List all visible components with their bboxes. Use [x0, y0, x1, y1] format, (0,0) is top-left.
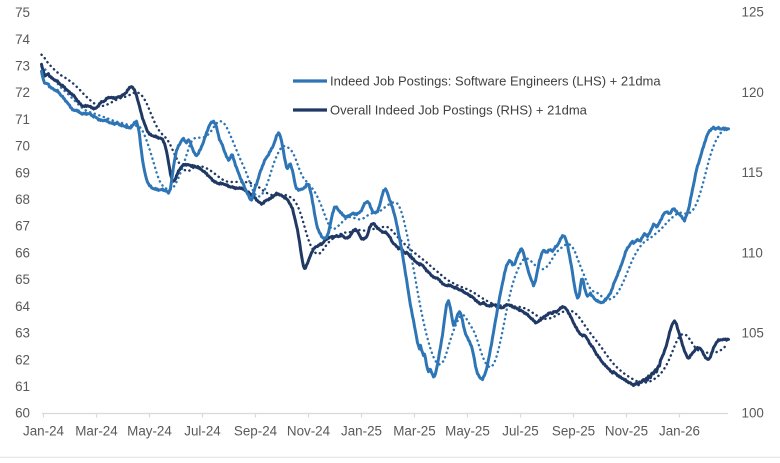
svg-text:Jan-24: Jan-24 [23, 424, 64, 439]
svg-text:63: 63 [15, 326, 30, 341]
svg-text:61: 61 [15, 379, 30, 394]
svg-text:67: 67 [15, 219, 30, 234]
svg-text:Mar-24: Mar-24 [75, 424, 118, 439]
svg-text:60: 60 [15, 406, 30, 421]
svg-text:Jul-25: Jul-25 [502, 424, 538, 439]
svg-text:Jan-26: Jan-26 [659, 424, 700, 439]
svg-text:66: 66 [15, 245, 30, 260]
svg-text:65: 65 [15, 272, 30, 287]
svg-text:74: 74 [15, 32, 30, 47]
svg-text:Indeed Job Postings: Software: Indeed Job Postings: Software Engineers … [330, 74, 661, 89]
svg-text:75: 75 [15, 5, 30, 20]
svg-text:71: 71 [15, 112, 30, 127]
svg-text:Jul-24: Jul-24 [184, 424, 221, 439]
svg-text:Nov-24: Nov-24 [287, 424, 331, 439]
svg-text:Nov-25: Nov-25 [605, 424, 648, 439]
svg-text:70: 70 [15, 139, 30, 154]
svg-text:Sep-24: Sep-24 [234, 424, 278, 439]
svg-text:Mar-25: Mar-25 [393, 424, 435, 439]
svg-text:105: 105 [742, 326, 764, 341]
svg-text:69: 69 [15, 165, 30, 180]
svg-text:Jan-25: Jan-25 [341, 424, 382, 439]
svg-text:62: 62 [15, 352, 30, 367]
svg-text:125: 125 [742, 5, 764, 20]
svg-text:68: 68 [15, 192, 30, 207]
svg-text:115: 115 [742, 165, 763, 180]
svg-text:May-25: May-25 [445, 424, 490, 439]
svg-text:100: 100 [742, 406, 764, 421]
svg-text:64: 64 [15, 299, 30, 314]
svg-text:Sep-25: Sep-25 [552, 424, 595, 439]
svg-text:Overall Indeed Job Postings (R: Overall Indeed Job Postings (RHS) + 21dm… [330, 103, 588, 118]
svg-text:May-24: May-24 [127, 424, 172, 439]
svg-text:72: 72 [15, 85, 30, 100]
svg-text:110: 110 [742, 245, 763, 260]
svg-text:73: 73 [15, 59, 30, 74]
svg-text:120: 120 [742, 85, 764, 100]
